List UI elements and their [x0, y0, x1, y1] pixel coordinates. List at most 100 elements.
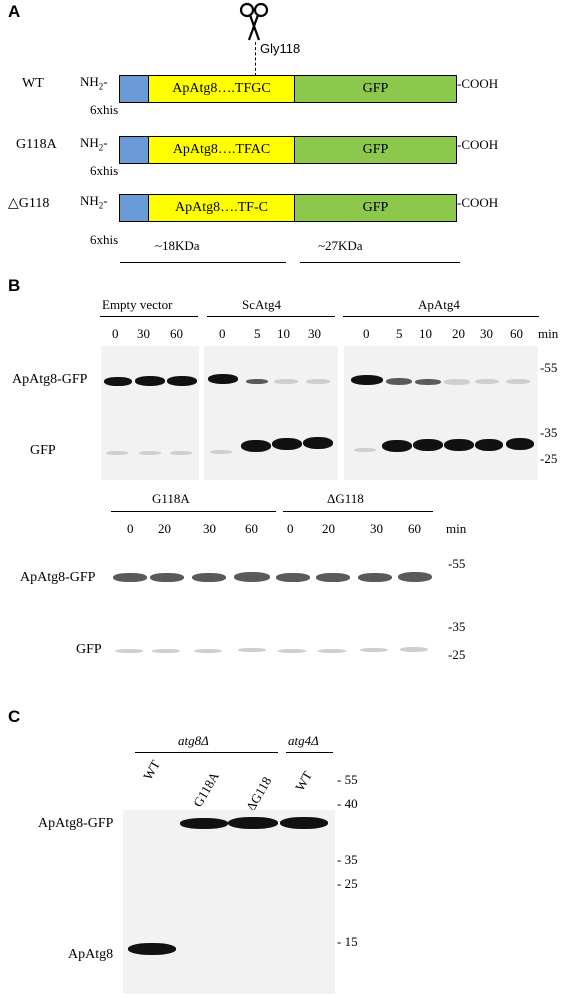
band-gfp — [354, 448, 376, 452]
time-label: 0 — [363, 326, 370, 341]
band-fusion — [276, 573, 310, 582]
band-fusion — [280, 817, 328, 829]
cooh-label: -COOH — [457, 76, 499, 91]
band-gfp — [152, 649, 180, 653]
unit-label: min — [538, 326, 559, 341]
marker-label: -25 — [540, 451, 558, 466]
his-label: 6xhis — [90, 163, 119, 178]
band-fusion — [306, 379, 330, 384]
lane-label: WT — [292, 768, 316, 794]
time-label: 20 — [158, 521, 171, 536]
row-wt-name: WT — [22, 76, 44, 91]
group-scatg4: ScAtg4 — [242, 297, 281, 312]
band-gfp — [278, 649, 306, 653]
blot-apatg4 — [344, 346, 538, 480]
group-apatg4: ApAtg4 — [418, 297, 460, 312]
nh2-text: NH — [80, 193, 99, 208]
blot-empty-vector — [101, 346, 199, 480]
band-gfp — [139, 451, 161, 455]
panel-b-letter: B — [8, 276, 21, 295]
blot-scatg4 — [204, 346, 338, 480]
band-label-atg8: ApAtg8 — [68, 947, 114, 962]
time-label: 0 — [287, 521, 294, 536]
band-gfp — [272, 438, 302, 450]
marker-label: -25 — [448, 647, 466, 662]
band-fusion — [246, 379, 268, 384]
band-fusion — [192, 573, 226, 582]
size-atg8-label: ~18KDa — [155, 238, 200, 253]
band-label-fusion: ApAtg8-GFP — [20, 570, 96, 585]
band-fusion — [180, 818, 228, 829]
band-fusion — [167, 376, 197, 386]
atg8-box: ApAtg8….TFGC — [148, 75, 295, 103]
lane-label: ΔG118 — [243, 774, 275, 814]
nh2-subscript: 2 — [98, 200, 104, 211]
nh2-label: NH2- — [80, 135, 108, 153]
marker-label: - 55 — [337, 772, 358, 787]
time-label: 10 — [419, 326, 432, 341]
scissors-icon — [238, 2, 270, 44]
cooh-label: -COOH — [457, 137, 499, 152]
band-gfp — [303, 437, 333, 449]
cut-site-label: Gly118 — [260, 41, 301, 56]
gfp-box-label: GFP — [362, 81, 389, 96]
band-fusion — [386, 378, 412, 385]
nh2-subscript: 2 — [98, 81, 104, 92]
marker-label: - 15 — [337, 934, 358, 949]
nh2-text: NH — [80, 135, 99, 150]
band-label-fusion: ApAtg8-GFP — [12, 372, 88, 387]
band-fusion — [208, 374, 238, 384]
nh2-dash: - — [103, 74, 108, 89]
band-gfp — [210, 450, 232, 454]
band-fusion — [234, 572, 270, 582]
band-gfp — [238, 648, 266, 652]
row-dg118-name: △G118 — [8, 196, 50, 211]
time-label: 0 — [127, 521, 134, 536]
band-gfp — [115, 649, 143, 653]
panel-a-letter: A — [8, 2, 21, 21]
band-fusion — [150, 573, 184, 582]
marker-label: - 25 — [337, 876, 358, 891]
time-label: 0 — [219, 326, 226, 341]
strain-atg8: atg8Δ — [178, 733, 209, 748]
marker-label: -35 — [540, 425, 558, 440]
band-fusion — [444, 379, 470, 385]
blot-panel-c — [123, 810, 335, 994]
time-label: 20 — [452, 326, 465, 341]
atg8-seq: ApAtg8….TFGC — [172, 81, 271, 96]
band-gfp — [170, 451, 192, 455]
his-tag-box — [119, 194, 149, 222]
group-apatg4-bar — [343, 316, 539, 317]
marker-label: -55 — [448, 556, 466, 571]
row-g118a-name: G118A — [16, 137, 57, 152]
atg8-seq: ApAtg8….TF-C — [175, 200, 268, 215]
lane-label: WT — [140, 757, 164, 783]
band-atg8 — [128, 943, 176, 955]
his-tag-box — [119, 136, 149, 164]
band-label-gfp: GFP — [30, 443, 56, 458]
band-gfp — [360, 648, 388, 652]
marker-label: -55 — [540, 360, 558, 375]
time-label: 30 — [203, 521, 216, 536]
gfp-box: GFP — [294, 75, 457, 103]
band-fusion — [506, 379, 530, 384]
strain-atg4-bar — [286, 752, 333, 753]
marker-label: -35 — [448, 619, 466, 634]
his-tag-box — [119, 75, 149, 103]
time-label: 30 — [370, 521, 383, 536]
group-dg118-bar — [283, 511, 433, 512]
group-empty-bar — [100, 316, 198, 317]
atg8-box: ApAtg8….TFAC — [148, 136, 295, 164]
group-g118a-bar — [111, 511, 276, 512]
band-fusion — [135, 376, 165, 386]
band-gfp — [318, 649, 346, 653]
band-fusion — [398, 572, 432, 582]
strain-atg4: atg4Δ — [288, 733, 319, 748]
gfp-box-label: GFP — [362, 200, 389, 215]
marker-label: - 40 — [337, 796, 358, 811]
band-fusion — [415, 379, 441, 385]
band-gfp — [382, 440, 412, 452]
nh2-subscript: 2 — [98, 142, 104, 153]
marker-label: - 35 — [337, 852, 358, 867]
time-label: 5 — [254, 326, 261, 341]
